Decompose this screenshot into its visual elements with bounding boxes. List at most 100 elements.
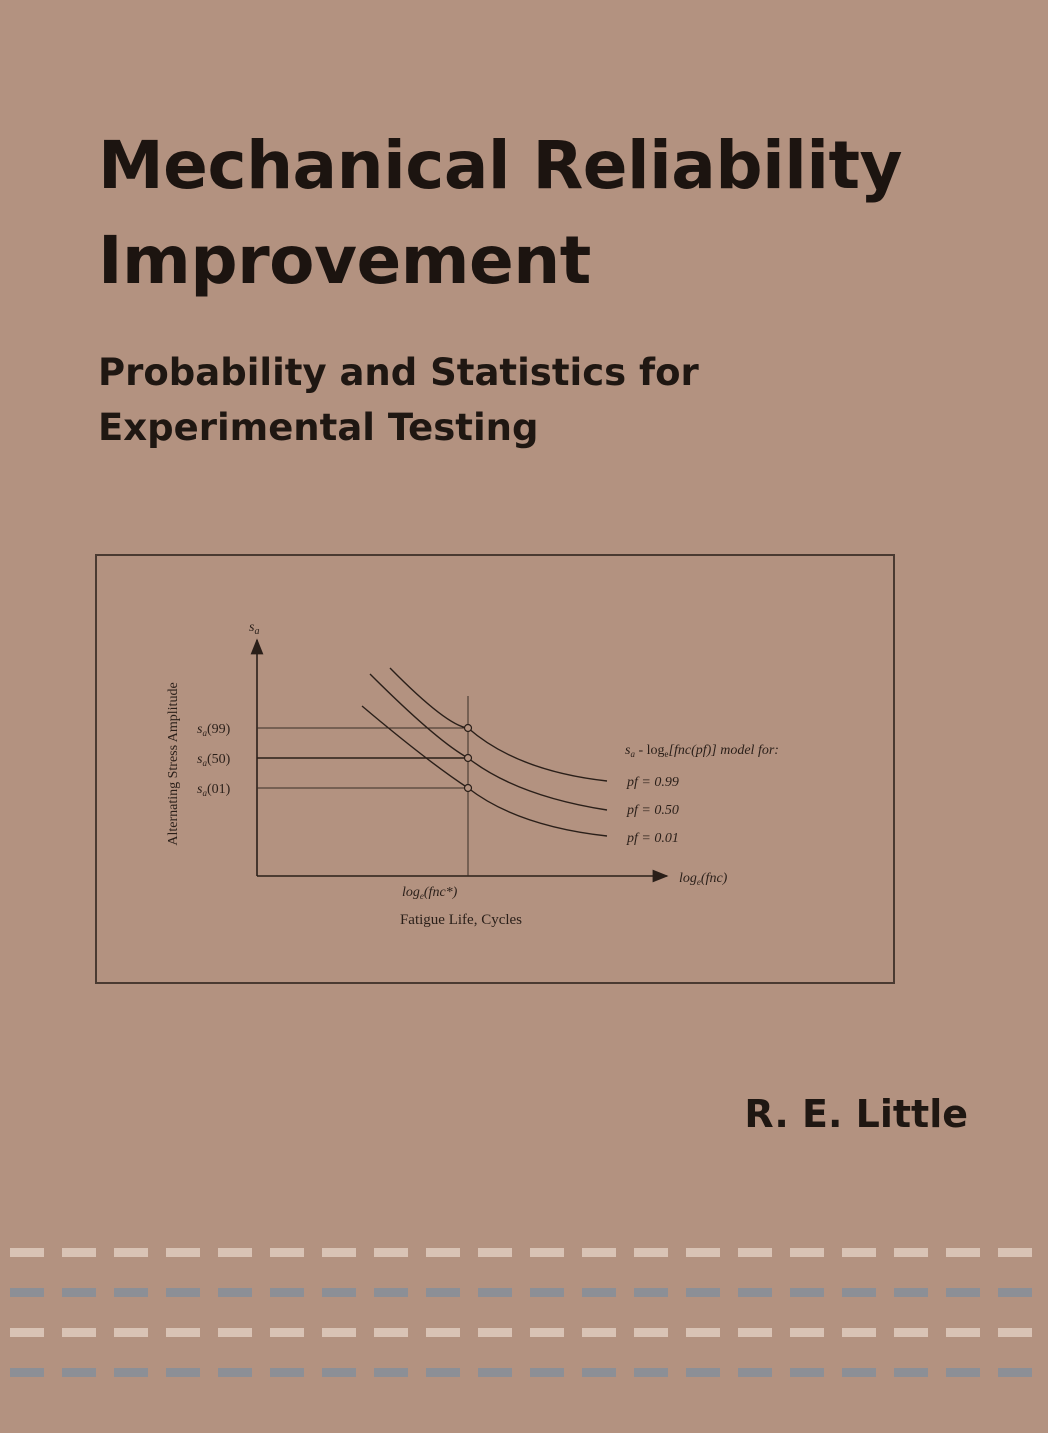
dash-segment bbox=[114, 1328, 148, 1337]
dash-segment bbox=[218, 1328, 252, 1337]
model-legend-heading: sa - loge[fnc(pf)] model for: bbox=[625, 743, 779, 759]
dash-segment bbox=[270, 1248, 304, 1257]
dash-segment bbox=[634, 1248, 668, 1257]
dash-segment bbox=[478, 1288, 512, 1297]
dash-segment bbox=[842, 1368, 876, 1377]
author-name: R. E. Little bbox=[744, 1092, 968, 1136]
point-50 bbox=[463, 753, 473, 763]
dash-segment bbox=[530, 1368, 564, 1377]
dash-segment bbox=[62, 1248, 96, 1257]
dash-segment bbox=[478, 1248, 512, 1257]
title-line-1: Mechanical Reliability bbox=[98, 127, 903, 204]
dash-segment bbox=[218, 1288, 252, 1297]
dash-segment bbox=[10, 1248, 44, 1257]
dash-segment bbox=[686, 1368, 720, 1377]
dash-segment bbox=[166, 1328, 200, 1337]
dash-segment bbox=[62, 1288, 96, 1297]
dash-segment bbox=[686, 1288, 720, 1297]
dash-segment bbox=[426, 1248, 460, 1257]
dash-segment bbox=[582, 1368, 616, 1377]
dash-segment bbox=[738, 1328, 772, 1337]
dash-segment bbox=[634, 1288, 668, 1297]
dash-segment bbox=[634, 1328, 668, 1337]
level-label-01: sa(01) bbox=[197, 782, 231, 798]
dash-segment bbox=[114, 1248, 148, 1257]
dash-segment bbox=[114, 1368, 148, 1377]
dash-segment bbox=[530, 1328, 564, 1337]
level-label-99: sa(99) bbox=[197, 722, 231, 738]
dash-segment bbox=[530, 1288, 564, 1297]
dash-segment bbox=[426, 1328, 460, 1337]
dash-segment bbox=[582, 1288, 616, 1297]
y-axis-title: Alternating Stress Amplitude bbox=[166, 682, 181, 845]
curve-pf-001 bbox=[361, 705, 608, 837]
point-01 bbox=[463, 783, 473, 793]
dash-segment bbox=[738, 1248, 772, 1257]
dash-segment bbox=[322, 1328, 356, 1337]
dash-segment bbox=[790, 1328, 824, 1337]
dash-segment bbox=[998, 1248, 1032, 1257]
dash-segment bbox=[946, 1288, 980, 1297]
x-axis-end-label: loge(fnc) bbox=[679, 871, 728, 887]
dash-segment bbox=[62, 1368, 96, 1377]
dash-segment bbox=[790, 1288, 824, 1297]
dash-segment bbox=[322, 1368, 356, 1377]
dash-segment bbox=[10, 1288, 44, 1297]
dash-segment bbox=[322, 1288, 356, 1297]
dash-segment bbox=[686, 1328, 720, 1337]
dash-segment bbox=[738, 1368, 772, 1377]
dash-segment bbox=[478, 1368, 512, 1377]
dash-segment bbox=[894, 1328, 928, 1337]
cover-figure: sa Alternating Stress Amplitude sa(99) s… bbox=[95, 554, 895, 984]
dash-segment bbox=[894, 1288, 928, 1297]
dash-segment bbox=[998, 1328, 1032, 1337]
dash-segment bbox=[218, 1368, 252, 1377]
dash-segment bbox=[894, 1248, 928, 1257]
dash-row bbox=[0, 1288, 1048, 1297]
dash-segment bbox=[738, 1288, 772, 1297]
title-line-2: Improvement bbox=[98, 222, 591, 299]
curve-label-001: pf = 0.01 bbox=[626, 831, 679, 846]
dash-segment bbox=[998, 1368, 1032, 1377]
dash-row bbox=[0, 1328, 1048, 1337]
dash-segment bbox=[946, 1328, 980, 1337]
dash-row bbox=[0, 1248, 1048, 1257]
dash-segment bbox=[842, 1248, 876, 1257]
sn-diagram: sa Alternating Stress Amplitude sa(99) s… bbox=[166, 620, 779, 928]
dash-segment bbox=[374, 1248, 408, 1257]
dash-segment bbox=[946, 1248, 980, 1257]
level-label-50: sa(50) bbox=[197, 752, 231, 768]
dash-segment bbox=[894, 1368, 928, 1377]
dash-segment bbox=[946, 1368, 980, 1377]
dash-segment bbox=[166, 1248, 200, 1257]
dash-segment bbox=[842, 1328, 876, 1337]
dash-segment bbox=[374, 1368, 408, 1377]
dash-segment bbox=[530, 1248, 564, 1257]
dash-segment bbox=[270, 1328, 304, 1337]
dash-segment bbox=[114, 1288, 148, 1297]
dash-segment bbox=[634, 1368, 668, 1377]
dash-segment bbox=[426, 1288, 460, 1297]
y-axis-symbol: sa bbox=[249, 620, 259, 637]
dash-segment bbox=[686, 1248, 720, 1257]
dash-segment bbox=[218, 1248, 252, 1257]
dash-segment bbox=[322, 1248, 356, 1257]
dash-segment bbox=[478, 1328, 512, 1337]
dash-segment bbox=[426, 1368, 460, 1377]
curve-label-099: pf = 0.99 bbox=[626, 775, 679, 790]
curve-label-050: pf = 0.50 bbox=[626, 803, 679, 818]
dash-segment bbox=[998, 1288, 1032, 1297]
dash-row bbox=[0, 1368, 1048, 1377]
dash-segment bbox=[270, 1368, 304, 1377]
dash-segment bbox=[582, 1328, 616, 1337]
dash-segment bbox=[582, 1248, 616, 1257]
dash-segment bbox=[790, 1248, 824, 1257]
subtitle-line-1: Probability and Statistics for bbox=[98, 351, 699, 394]
x-tick-label: loge(fnc*) bbox=[402, 885, 458, 901]
point-99 bbox=[463, 723, 473, 733]
dash-segment bbox=[374, 1328, 408, 1337]
dash-segment bbox=[790, 1368, 824, 1377]
dash-segment bbox=[270, 1288, 304, 1297]
dash-segment bbox=[10, 1328, 44, 1337]
dash-segment bbox=[842, 1288, 876, 1297]
